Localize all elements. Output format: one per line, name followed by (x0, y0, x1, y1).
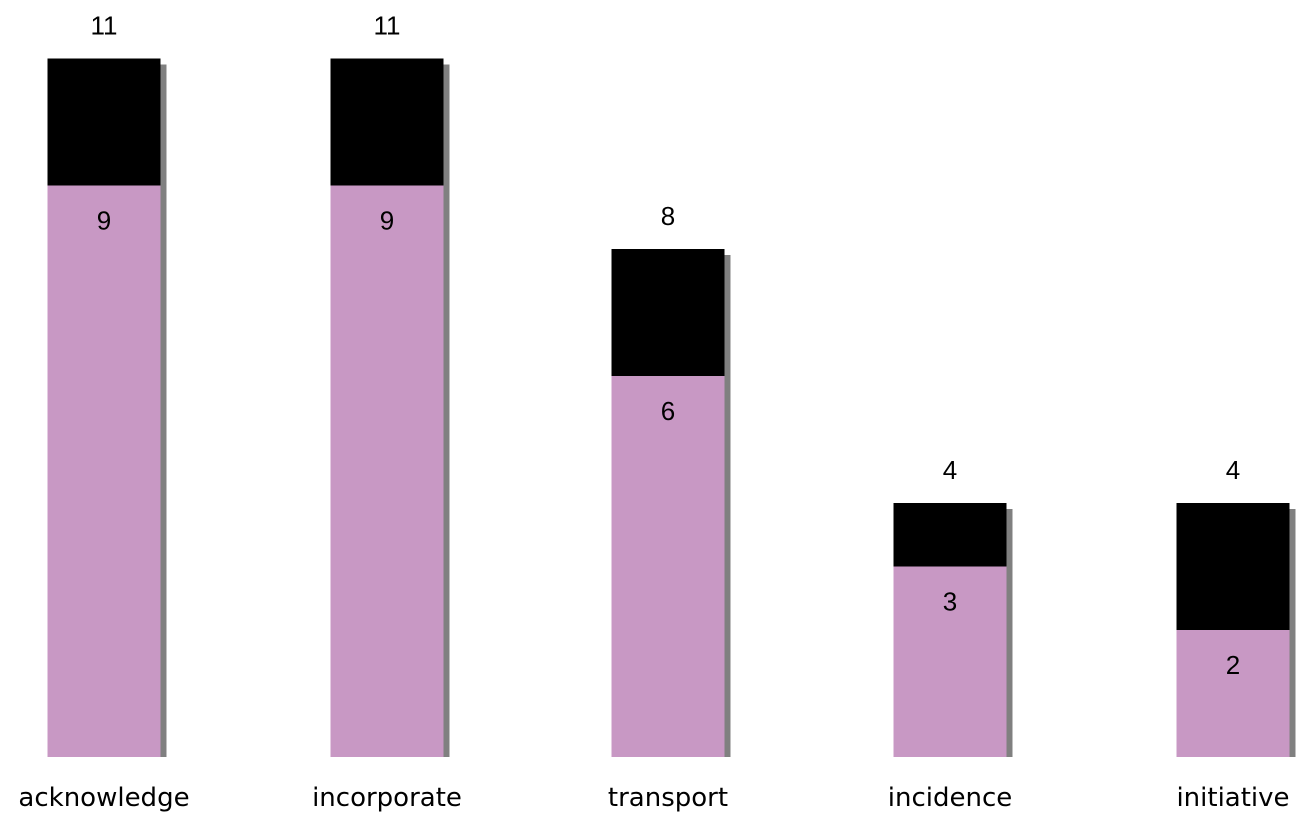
category-label: incorporate (312, 783, 462, 813)
segment-value-label: 6 (661, 396, 675, 426)
bars-layer (47, 58, 1296, 757)
total-label: 11 (374, 11, 401, 41)
labels-layer: 11 9 acknowledge 11 9 incorporate 8 6 transport 4… (18, 11, 1289, 813)
bar-segment-lower (47, 185, 161, 757)
bar-segment-upper (893, 503, 1007, 567)
category-label: incidence (888, 783, 1013, 813)
bar-segment-upper (47, 58, 161, 186)
category-label: transport (608, 783, 728, 813)
segment-value-label: 9 (380, 206, 394, 236)
category-label: acknowledge (18, 783, 189, 813)
segment-value-label: 9 (97, 206, 111, 236)
bar-segment-upper (611, 249, 725, 376)
bar-segment-lower (611, 376, 725, 757)
segment-value-label: 3 (943, 587, 957, 617)
segment-value-label: 2 (1226, 650, 1240, 680)
bar-segment-upper (330, 58, 444, 186)
bar-segment-upper (1176, 503, 1290, 630)
bar-segment-lower (893, 566, 1007, 757)
total-label: 11 (91, 11, 118, 41)
bar-segment-lower (1176, 630, 1290, 757)
total-label: 4 (943, 455, 957, 485)
bar-segment-lower (330, 185, 444, 757)
category-label: initiative (1176, 783, 1289, 813)
total-label: 4 (1226, 455, 1240, 485)
total-label: 8 (661, 201, 675, 231)
